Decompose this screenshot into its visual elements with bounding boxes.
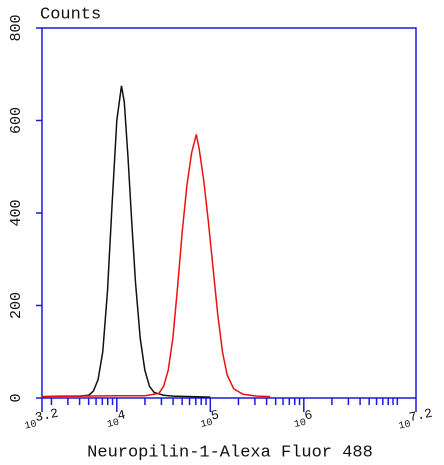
x-tick-label: 106	[291, 408, 314, 431]
histogram-line	[41, 134, 271, 398]
y-tick-label: 0	[8, 393, 25, 402]
x-tick-label: 105	[198, 408, 221, 431]
x-tick-label: 107.2	[396, 406, 435, 432]
y-tick-label: 800	[8, 14, 25, 41]
histogram-line	[41, 85, 211, 398]
x-tick-label: 103.2	[22, 406, 61, 432]
y-tick-label: 200	[8, 292, 25, 319]
x-tick-label: 104	[104, 408, 128, 431]
y-tick-label: 600	[8, 107, 25, 134]
y-tick-label: 400	[8, 199, 25, 226]
x-axis-title: Neuropilin-1-Alexa Fluor 488	[87, 443, 373, 462]
plot-frame	[41, 27, 417, 399]
y-axis-title: Counts	[40, 5, 101, 24]
